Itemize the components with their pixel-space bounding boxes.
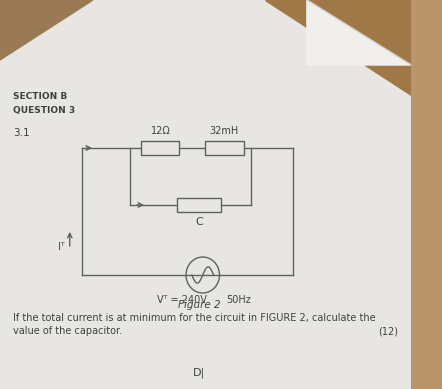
Text: Vᵀ = 240V: Vᵀ = 240V [157, 295, 207, 305]
Text: C: C [195, 217, 203, 227]
Text: Figure 2: Figure 2 [178, 300, 221, 310]
Text: Iᵀ: Iᵀ [58, 242, 65, 252]
Text: D|: D| [193, 368, 205, 378]
Text: If the total current is at minimum for the circuit in FIGURE 2, calculate the: If the total current is at minimum for t… [13, 313, 376, 323]
Text: 12Ω: 12Ω [151, 126, 170, 136]
Bar [205, 141, 244, 155]
Text: 3.1: 3.1 [13, 128, 30, 138]
Bar [177, 198, 221, 212]
Text: 32mH: 32mH [210, 126, 239, 136]
Text: (12): (12) [378, 326, 398, 336]
Polygon shape [265, 0, 411, 95]
Text: QUESTION 3: QUESTION 3 [13, 106, 75, 115]
Polygon shape [307, 0, 411, 65]
Bar [141, 141, 179, 155]
FancyBboxPatch shape [0, 0, 411, 389]
Text: 50Hz: 50Hz [226, 295, 251, 305]
Text: value of the capacitor.: value of the capacitor. [13, 326, 122, 336]
Text: SECTION B: SECTION B [13, 92, 67, 101]
Polygon shape [0, 0, 93, 60]
